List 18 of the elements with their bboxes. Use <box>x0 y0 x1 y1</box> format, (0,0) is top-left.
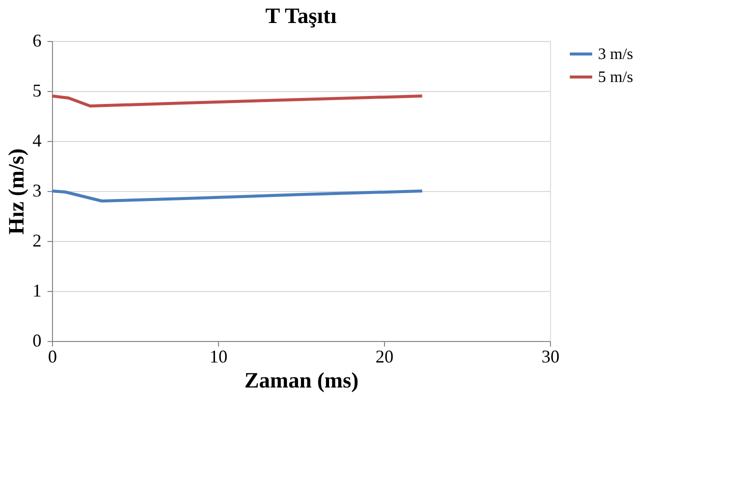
line-series <box>50 94 424 108</box>
legend-label: 3 m/s <box>598 46 634 63</box>
y-tick-label: 3 <box>32 180 42 200</box>
y-tick-label: 5 <box>32 80 42 100</box>
legend-label: 5 m/s <box>598 69 634 86</box>
x-tick-label: 30 <box>542 346 560 366</box>
x-tick-label: 0 <box>48 346 57 366</box>
x-tick-label: 20 <box>376 346 394 366</box>
y-tick-label: 2 <box>32 230 42 250</box>
y-tick-label: 0 <box>32 330 42 350</box>
x-tick-label: 10 <box>210 346 228 366</box>
line-series <box>50 190 424 202</box>
x-axis-title: Zaman (ms) <box>244 368 359 392</box>
y-axis-title: Hız (m/s) <box>4 148 28 235</box>
y-tick-label: 6 <box>32 30 42 50</box>
chart-title: T Taşıtı <box>265 3 337 28</box>
y-tick-label: 4 <box>32 130 42 150</box>
y-tick-label: 1 <box>32 280 42 300</box>
